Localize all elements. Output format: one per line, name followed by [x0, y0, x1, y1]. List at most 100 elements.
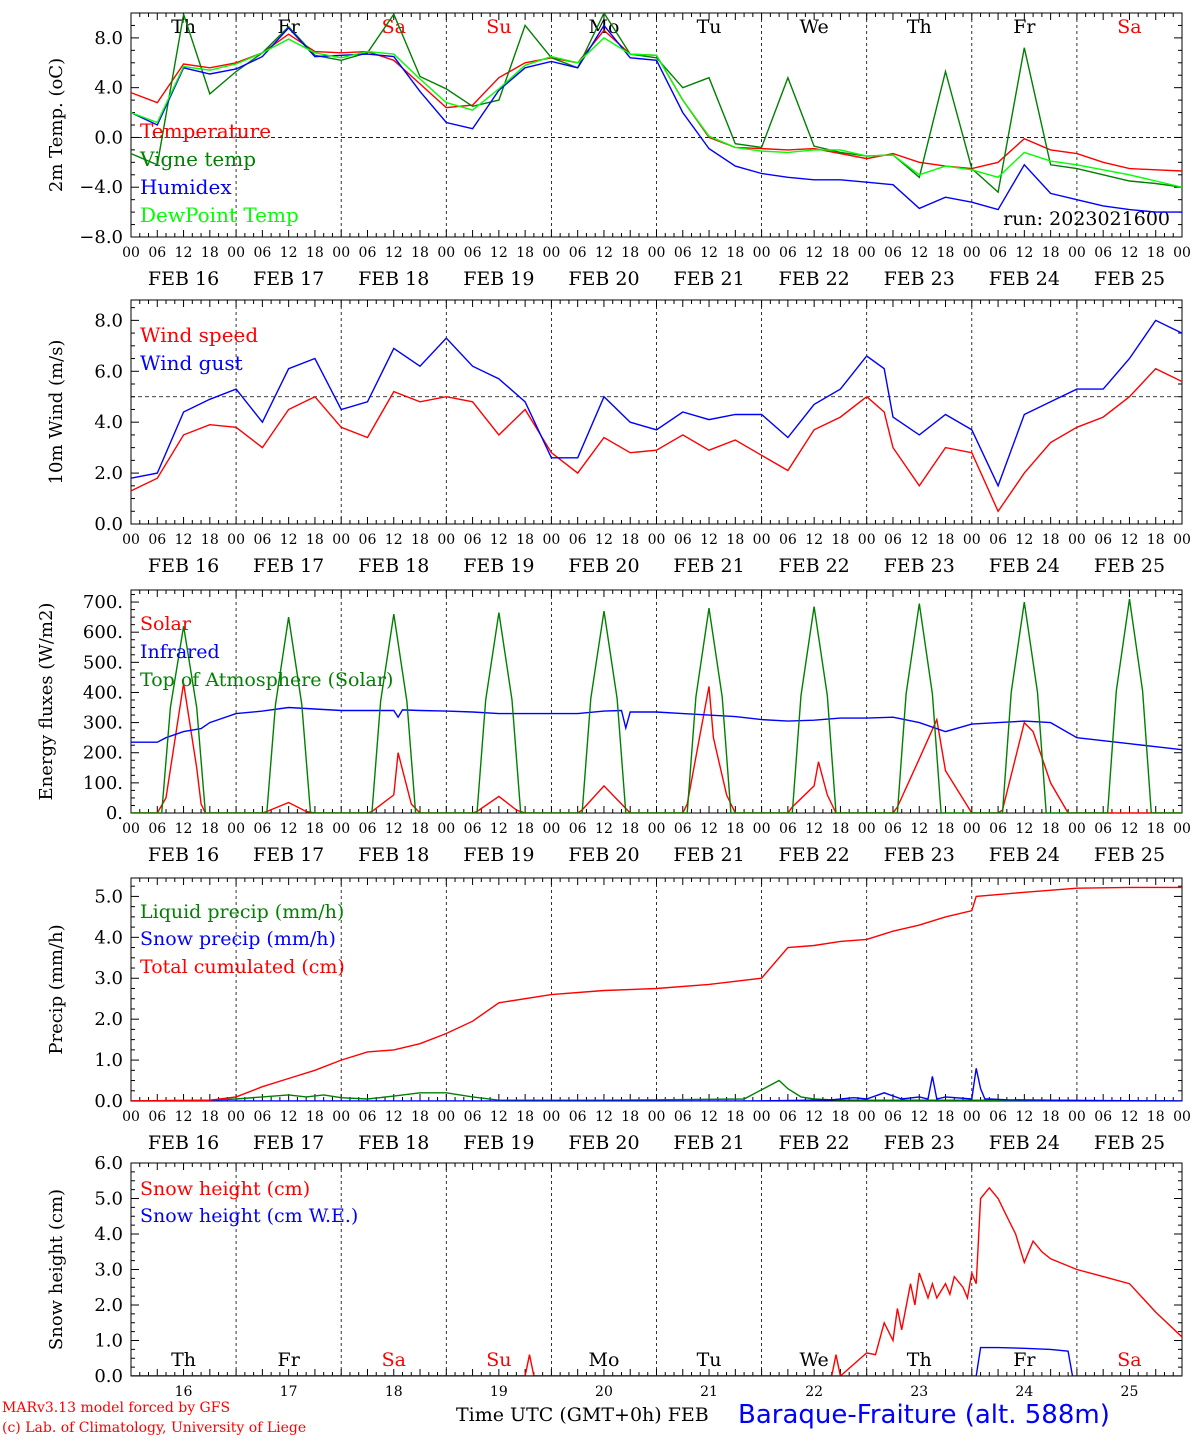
x-tick-label: 00 [648, 245, 666, 261]
x-tick-label: 12 [805, 532, 823, 548]
x-tick-label: 12 [385, 1109, 403, 1125]
weekday-label: Th [907, 1349, 932, 1371]
x-tick-label: 18 [306, 1109, 324, 1125]
plot-frame [130, 589, 1183, 814]
y-tick-label: 0.0 [94, 1366, 123, 1387]
x-tick-label: 18 [306, 245, 324, 261]
x-tick-label: 00 [648, 1109, 666, 1125]
day-number: 17 [280, 1384, 298, 1400]
panel-1: −8.0 −4.0 0.0 4.0 8.0 2m Temp. (oC) 00 06 12 18 FE… [46, 12, 1191, 290]
weekday-label: Mo [588, 16, 619, 38]
series-snow-height-cm [131, 1186, 1182, 1376]
x-tick-label: 00 [122, 821, 140, 837]
x-tick-label: 18 [411, 532, 429, 548]
date-label: FEB 24 [989, 555, 1060, 577]
y-tick-label: 5.0 [94, 886, 123, 907]
date-label: FEB 18 [358, 1132, 429, 1154]
x-tick-label: 00 [1068, 821, 1086, 837]
y-tick-label: 1.0 [94, 1050, 123, 1071]
legend-entry: Liquid precip (mm/h) [140, 901, 344, 923]
x-tick-label: 18 [1042, 1109, 1060, 1125]
y-tick-label: 2.0 [94, 1009, 123, 1030]
x-tick-label: 12 [595, 532, 613, 548]
x-tick-label: 12 [175, 821, 193, 837]
date-label: FEB 20 [568, 555, 639, 577]
x-tick-label: 18 [832, 532, 850, 548]
x-tick-label: 06 [779, 821, 797, 837]
x-tick-label: 12 [700, 1109, 718, 1125]
x-tick-label: 00 [858, 821, 876, 837]
date-label: FEB 16 [148, 844, 219, 866]
panel-5: 0.0 1.0 2.0 3.0 4.0 5.0 6.0 Snow height (cm) Th F… [46, 1153, 1183, 1400]
legend-entry: Temperature [140, 119, 271, 143]
series-humidex [131, 24, 1182, 213]
date-label: FEB 24 [989, 844, 1060, 866]
weekday-label: Mo [588, 1349, 619, 1371]
run-annotation: run: 2023021600 [1003, 208, 1170, 230]
day-number: 19 [490, 1384, 508, 1400]
x-tick-label: 18 [832, 245, 850, 261]
x-tick-label: 12 [805, 1109, 823, 1125]
day-number: 21 [700, 1384, 718, 1400]
x-tick-label: 12 [700, 532, 718, 548]
x-tick-label: 06 [674, 821, 692, 837]
x-tick-label: 12 [910, 245, 928, 261]
x-tick-label: 06 [779, 532, 797, 548]
x-tick-label: 00 [542, 821, 560, 837]
weekday-label: Sa [1117, 1349, 1141, 1371]
x-tick-label: 06 [464, 532, 482, 548]
date-label: FEB 21 [673, 844, 744, 866]
x-tick-label: 18 [937, 245, 955, 261]
date-label: FEB 23 [884, 1132, 955, 1154]
date-label: FEB 23 [884, 555, 955, 577]
y-tick-label: 2.0 [94, 1295, 123, 1316]
x-tick-label: 12 [700, 821, 718, 837]
x-tick-label: 06 [1094, 1109, 1112, 1125]
legend-entry: Top of Atmosphere (Solar) [140, 669, 393, 691]
x-tick-label: 06 [464, 245, 482, 261]
y-tick-label: 4.0 [94, 412, 123, 433]
y-tick-label: 8.0 [94, 28, 123, 49]
x-tick-label: 18 [1147, 532, 1165, 548]
y-tick-label: 4.0 [94, 78, 123, 99]
x-tick-label: 00 [1173, 532, 1191, 548]
series-wind-gust [131, 319, 1182, 488]
y-tick-label: 2.0 [94, 463, 123, 484]
x-tick-label: 00 [227, 532, 245, 548]
weekday-label: Tu [697, 1349, 722, 1371]
day-number: 25 [1121, 1384, 1139, 1400]
x-tick-label: 06 [989, 245, 1007, 261]
x-tick-label: 12 [175, 532, 193, 548]
weekday-label: Fr [1013, 16, 1036, 38]
x-tick-label: 06 [359, 245, 377, 261]
day-number: 22 [805, 1384, 823, 1400]
x-tick-label: 00 [437, 245, 455, 261]
date-label: FEB 25 [1094, 844, 1165, 866]
date-label: FEB 18 [358, 555, 429, 577]
date-label: FEB 25 [1094, 1132, 1165, 1154]
y-tick-label: 3.0 [94, 968, 123, 989]
x-tick-label: 06 [1094, 245, 1112, 261]
x-tick-label: 18 [621, 1109, 639, 1125]
x-tick-label: 06 [464, 1109, 482, 1125]
x-tick-label: 06 [359, 1109, 377, 1125]
legend-entry: Solar [140, 613, 192, 635]
x-tick-label: 12 [175, 245, 193, 261]
x-tick-label: 12 [175, 1109, 193, 1125]
x-tick-label: 00 [1068, 1109, 1086, 1125]
x-tick-label: 00 [437, 1109, 455, 1125]
x-tick-label: 00 [648, 532, 666, 548]
x-tick-label: 06 [674, 1109, 692, 1125]
legend-entry: Wind gust [140, 351, 243, 375]
x-tick-label: 12 [910, 821, 928, 837]
date-label: FEB 17 [253, 555, 324, 577]
weekday-label: Sa [1117, 16, 1141, 38]
x-tick-label: 18 [516, 532, 534, 548]
model-credit: MARv3.13 model forced by GFS [2, 1400, 231, 1416]
x-tick-label: 00 [963, 245, 981, 261]
x-tick-label: 00 [753, 532, 771, 548]
weekday-label: Tu [697, 16, 722, 38]
x-tick-label: 06 [253, 1109, 271, 1125]
y-tick-label: 0.0 [94, 127, 123, 148]
x-tick-label: 18 [937, 1109, 955, 1125]
